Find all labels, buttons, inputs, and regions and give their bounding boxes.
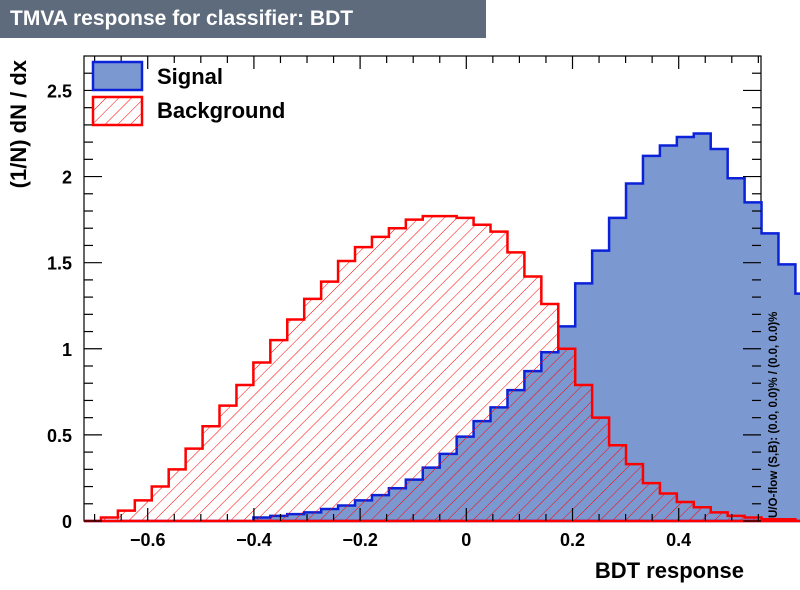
chart-title: TMVA response for classifier: BDT: [0, 0, 486, 38]
background-histogram: [84, 214, 800, 523]
legend-signal-label: Signal: [157, 64, 223, 89]
x-tick-label: 0.2: [560, 530, 585, 550]
y-tick-label: 0.5: [47, 426, 72, 446]
y-axis-label: (1/N) dN / dx: [6, 59, 31, 188]
legend-background-label: Background: [157, 98, 285, 123]
x-tick-label: −0.2: [342, 530, 378, 550]
legend-background-swatch: [91, 95, 144, 127]
x-tick-label: −0.6: [130, 530, 166, 550]
x-tick-label: −0.4: [236, 530, 272, 550]
y-tick-label: 2: [62, 168, 72, 188]
x-axis-label: BDT response: [595, 558, 744, 583]
x-tick-label: 0.4: [666, 530, 691, 550]
y-tick-label: 0: [62, 512, 72, 532]
overflow-label: U/O-flow (S,B): (0.0, 0.0)% / (0.0, 0.0)…: [768, 311, 780, 518]
y-tick-label: 2.5: [47, 81, 72, 101]
legend-signal-swatch: [91, 60, 144, 92]
x-tick-label: 0: [461, 530, 471, 550]
y-tick-label: 1: [62, 340, 72, 360]
y-tick-label: 1.5: [47, 254, 72, 274]
